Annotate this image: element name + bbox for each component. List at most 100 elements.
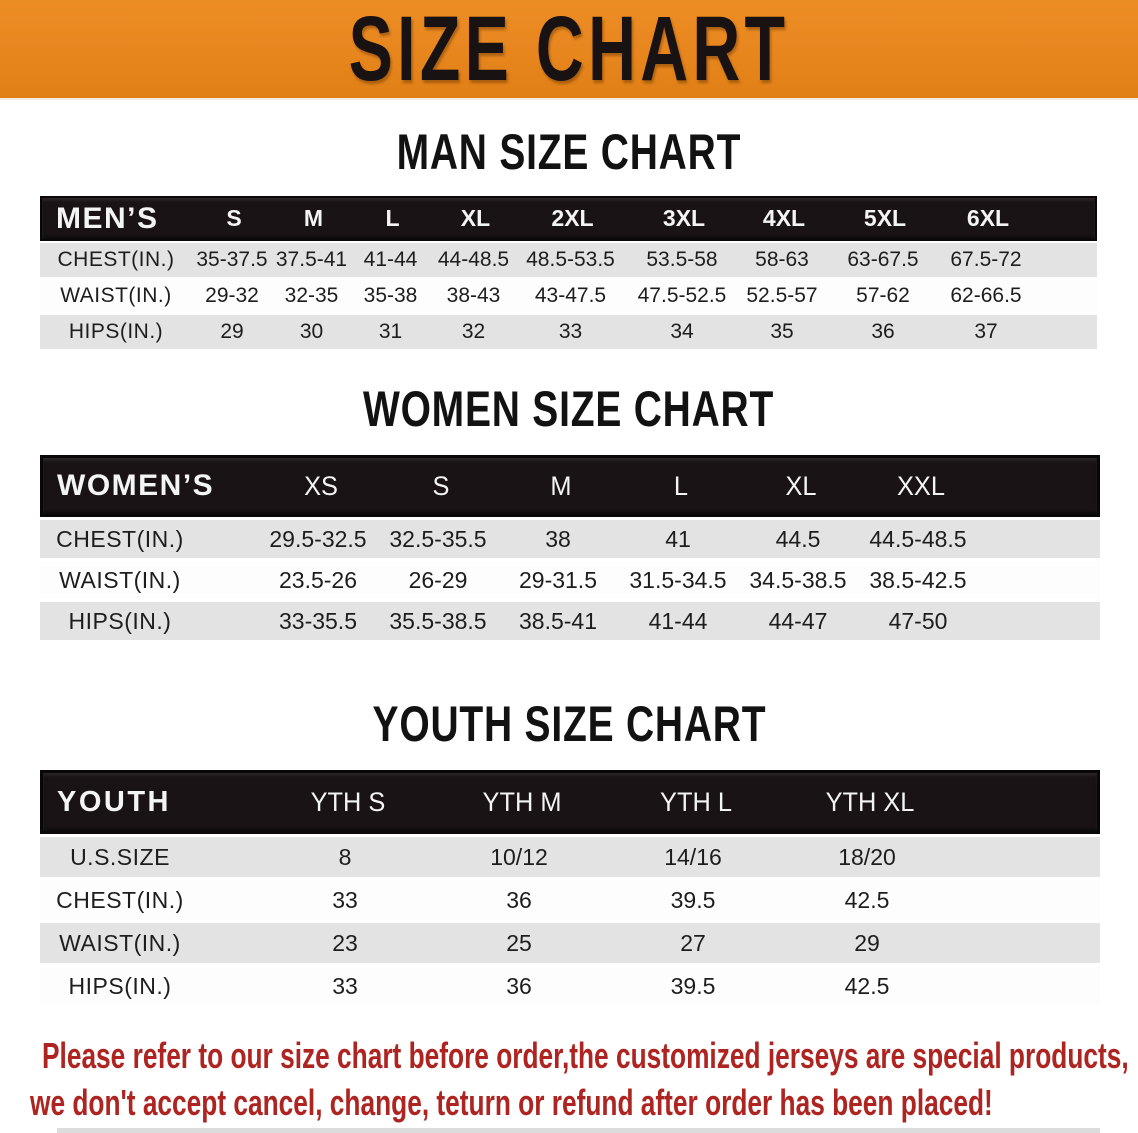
table-row: CHEST(IN.) 35-37.5 37.5-41 41-44 44-48.5 48.5… xyxy=(40,243,1097,277)
table-row: CHEST(IN.) 29.5-32.5 32.5-35.5 38 41 44.5 44.5… xyxy=(40,520,1100,558)
row-label: HIPS(IN.) xyxy=(68,320,164,343)
table-corner-label: YOUTH xyxy=(57,785,171,818)
value-cell: 47-50 xyxy=(888,607,948,634)
value-cell: 42.5 xyxy=(844,886,890,913)
row-label: WAIST(IN.) xyxy=(59,566,181,593)
value-cell: 41-44 xyxy=(363,248,418,271)
table-row: HIPS(IN.) 29 30 31 32 33 34 35 36 37 xyxy=(40,315,1097,349)
row-label: U.S.SIZE xyxy=(70,843,170,870)
man-section-title: MAN SIZE CHART xyxy=(0,126,1138,178)
value-cell: 37.5-41 xyxy=(275,248,348,271)
value-cell: 34 xyxy=(670,320,694,343)
value-cell: 35.5-38.5 xyxy=(389,607,487,634)
value-cell: 18/20 xyxy=(838,843,896,870)
size-header-cell: 5XL xyxy=(863,205,907,231)
size-header-cell: M xyxy=(550,470,572,501)
value-cell: 41-44 xyxy=(648,607,708,634)
value-cell: 43-47.5 xyxy=(534,284,607,307)
value-cell: 25 xyxy=(506,929,532,956)
size-header-cell: S xyxy=(432,470,450,501)
row-label: CHEST(IN.) xyxy=(56,886,184,913)
value-cell: 37 xyxy=(974,320,998,343)
value-cell: 38 xyxy=(545,525,571,552)
value-cell: 29.5-32.5 xyxy=(269,525,367,552)
size-header-cell: M xyxy=(303,205,324,231)
value-cell: 23 xyxy=(332,929,358,956)
man-section-title-text: MAN SIZE CHART xyxy=(396,124,742,180)
size-header-cell: L xyxy=(673,470,689,501)
row-label: WAIST(IN.) xyxy=(59,929,181,956)
value-cell: 36 xyxy=(871,320,895,343)
value-cell: 33 xyxy=(332,886,358,913)
size-header-cell: XL xyxy=(460,205,491,231)
value-cell: 48.5-53.5 xyxy=(526,248,615,271)
row-label: HIPS(IN.) xyxy=(68,972,172,999)
table-row: HIPS(IN.) 33-35.5 35.5-38.5 38.5-41 41-44 44-… xyxy=(40,602,1100,640)
value-cell: 35-37.5 xyxy=(196,248,268,271)
size-header-cell: YTH M xyxy=(482,786,562,817)
size-header-cell: 4XL xyxy=(762,205,806,231)
size-header-cell: YTH S xyxy=(310,786,386,817)
value-cell: 33 xyxy=(332,972,358,999)
value-cell: 41 xyxy=(665,525,691,552)
table-corner-label: WOMEN’S xyxy=(57,469,215,502)
table-row: CHEST(IN.) 33 36 39.5 42.5 xyxy=(40,880,1100,920)
table-row: WAIST(IN.) 23 25 27 29 xyxy=(40,923,1100,963)
value-cell: 44-47 xyxy=(768,607,828,634)
table-row: U.S.SIZE 8 10/12 14/16 18/20 xyxy=(40,837,1100,877)
value-cell: 8 xyxy=(338,843,352,870)
size-header-cell: 2XL xyxy=(551,205,594,231)
value-cell: 67.5-72 xyxy=(950,248,1022,271)
table-row: WAIST(IN.) 23.5-26 26-29 29-31.5 31.5-34.5 34… xyxy=(40,561,1100,599)
value-cell: 52.5-57 xyxy=(746,284,818,307)
value-cell: 32-35 xyxy=(284,284,339,307)
table-corner-label: MEN’S xyxy=(56,201,159,235)
value-cell: 39.5 xyxy=(670,886,716,913)
value-cell: 39.5 xyxy=(670,972,716,999)
size-header-cell: XL xyxy=(785,470,817,501)
value-cell: 35-38 xyxy=(363,284,418,307)
size-header-cell: 6XL xyxy=(966,205,1010,231)
size-header-cell: YTH XL xyxy=(825,786,915,817)
youth-section-title: YOUTH SIZE CHART xyxy=(0,698,1138,750)
youth-size-table: YOUTH YTH S YTH M YTH L YTH XL U.S.SIZE 8 10/12… xyxy=(40,770,1100,1006)
value-cell: 36 xyxy=(506,886,532,913)
value-cell: 31 xyxy=(378,320,403,343)
table-header-row: WOMEN’S XS S M L XL XXL xyxy=(40,455,1100,517)
value-cell: 53.5-58 xyxy=(646,248,718,271)
value-cell: 30 xyxy=(299,320,324,343)
women-section-title: WOMEN SIZE CHART xyxy=(0,383,1138,435)
row-label: CHEST(IN.) xyxy=(57,248,175,271)
value-cell: 23.5-26 xyxy=(278,566,357,593)
size-header-cell: XS xyxy=(304,470,338,501)
table-row: HIPS(IN.) 33 36 39.5 42.5 xyxy=(40,966,1100,1006)
value-cell: 38.5-42.5 xyxy=(869,566,967,593)
value-cell: 57-62 xyxy=(856,284,910,307)
value-cell: 47.5-52.5 xyxy=(637,284,727,307)
row-label: CHEST(IN.) xyxy=(56,525,184,552)
size-chart-banner: SIZE CHART xyxy=(0,0,1138,100)
size-header-cell: 3XL xyxy=(662,205,706,231)
youth-section-title-text: YOUTH SIZE CHART xyxy=(372,696,766,752)
size-chart-banner-title: SIZE CHART xyxy=(348,0,790,100)
value-cell: 27 xyxy=(680,929,706,956)
value-cell: 63-67.5 xyxy=(847,248,919,271)
value-cell: 31.5-34.5 xyxy=(629,566,727,593)
value-cell: 38.5-41 xyxy=(518,607,597,634)
bottom-edge-shadow xyxy=(57,1128,1100,1133)
value-cell: 42.5 xyxy=(844,972,890,999)
women-section-title-text: WOMEN SIZE CHART xyxy=(363,381,775,437)
value-cell: 29 xyxy=(854,929,880,956)
value-cell: 62-66.5 xyxy=(950,284,1022,307)
value-cell: 26-29 xyxy=(408,566,468,593)
size-header-cell: S xyxy=(226,205,242,231)
disclaimer-line-1: Please refer to our size chart before or… xyxy=(42,1035,1129,1076)
value-cell: 14/16 xyxy=(664,843,722,870)
value-cell: 29-31.5 xyxy=(518,566,597,593)
value-cell: 38-43 xyxy=(446,284,501,307)
value-cell: 44-48.5 xyxy=(437,248,510,271)
row-label: HIPS(IN.) xyxy=(68,607,172,634)
value-cell: 29-32 xyxy=(205,284,259,307)
value-cell: 34.5-38.5 xyxy=(749,566,847,593)
value-cell: 32.5-35.5 xyxy=(389,525,487,552)
